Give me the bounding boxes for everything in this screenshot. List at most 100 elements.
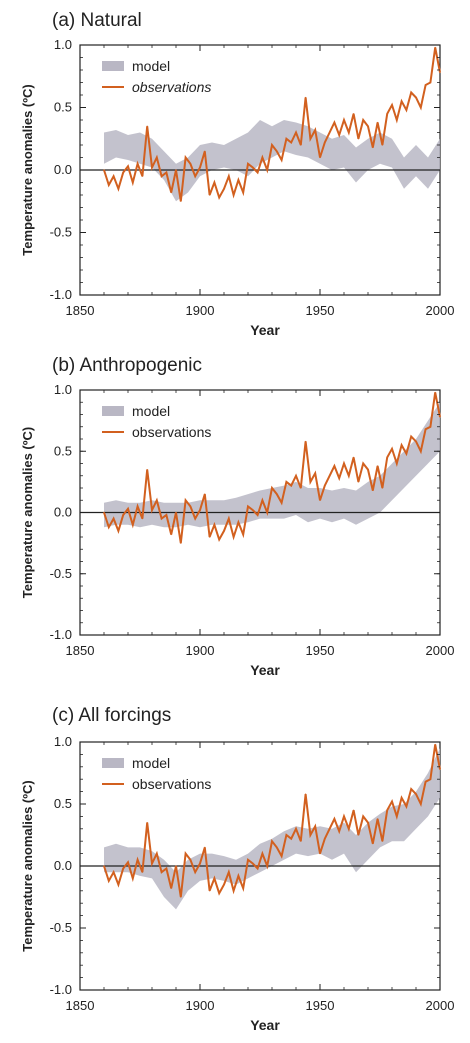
observation-point [204,846,206,849]
observation-point [353,456,355,458]
observation-point [348,131,350,134]
observation-point [204,493,206,495]
observation-point [165,867,167,870]
legend-observations-label: observations [132,79,211,95]
panel-title: (c) All forcings [52,705,171,726]
observation-point [252,166,254,169]
observation-point [362,815,364,818]
observation-point [343,462,345,465]
observation-point [242,887,244,889]
observation-point [127,508,129,510]
observation-point [223,884,225,886]
x-tick-label: 2000 [426,643,455,658]
x-tick-label: 1850 [66,643,95,658]
observation-point [252,509,254,511]
observation-point [295,131,297,134]
observation-point [141,518,143,520]
observation-point [314,825,316,827]
observation-point [113,175,115,177]
legend-model-label: model [132,403,170,419]
observation-point [381,487,383,489]
observation-point [329,828,331,830]
observation-point [319,499,321,501]
observation-point [324,484,326,487]
observation-point [228,518,230,520]
observation-point [204,150,206,152]
observation-point [117,188,119,190]
observation-point [309,138,311,140]
observation-point [170,887,172,889]
panel-title: (b) Anthropogenic [52,355,202,376]
observation-point [103,865,105,867]
y-tick-label: 0.0 [54,162,72,177]
legend-model-label: model [132,58,170,74]
observation-point [156,853,158,855]
observation-point [305,96,307,99]
observation-point [338,830,340,832]
observation-point [223,530,225,532]
legend-observations-label: observations [132,776,211,792]
observation-point [146,469,148,471]
observation-point [170,533,172,536]
observation-point [439,768,441,770]
observation-point [151,166,153,169]
observation-point [165,171,167,174]
x-tick-label: 1900 [186,303,215,318]
observation-point [367,125,369,127]
observation-point [218,892,220,894]
observation-point [218,538,220,541]
y-tick-label: -0.5 [50,566,72,581]
observation-point [199,166,201,169]
y-tick-label: -0.5 [50,920,72,935]
observation-point [401,797,403,799]
observation-point [103,169,105,171]
observation-point [391,104,393,106]
observation-point [127,165,129,167]
observation-point [300,487,302,489]
x-tick-label: 2000 [426,303,455,318]
x-tick-label: 1950 [306,303,335,318]
observation-point [338,134,340,136]
observation-point [122,514,124,516]
observation-point [247,505,249,507]
x-axis-label: Year [250,322,280,338]
observation-point [165,514,167,516]
observation-point [185,156,187,159]
model-band [104,120,440,202]
observation-point [247,859,249,861]
observation-point [213,181,215,184]
observation-point [420,450,422,452]
observation-point [266,511,268,514]
observation-point [362,119,364,121]
observation-point [237,521,239,523]
observation-point [367,822,369,824]
y-tick-label: 1.0 [54,734,72,749]
observation-point [295,828,297,830]
observation-point [194,175,196,177]
observation-point [285,138,287,140]
observation-point [161,175,163,177]
observation-point [425,781,427,783]
observation-point [290,484,292,487]
observation-point [180,200,182,202]
observation-point [309,834,311,836]
observation-point [381,840,383,842]
observation-point [141,175,143,177]
observation-point [228,175,230,177]
observation-point [396,815,398,818]
observation-point [391,800,393,803]
observation-point [285,481,287,483]
observation-point [333,465,335,467]
observation-point [228,871,230,873]
observation-point [194,518,196,520]
observation-point [113,518,115,520]
observation-point [185,853,187,855]
observation-point [257,867,259,870]
observation-point [146,822,148,824]
model-band [104,748,440,910]
observation-point [338,477,340,479]
observation-point [156,499,158,501]
observation-point [137,505,139,507]
observation-point [405,109,407,111]
